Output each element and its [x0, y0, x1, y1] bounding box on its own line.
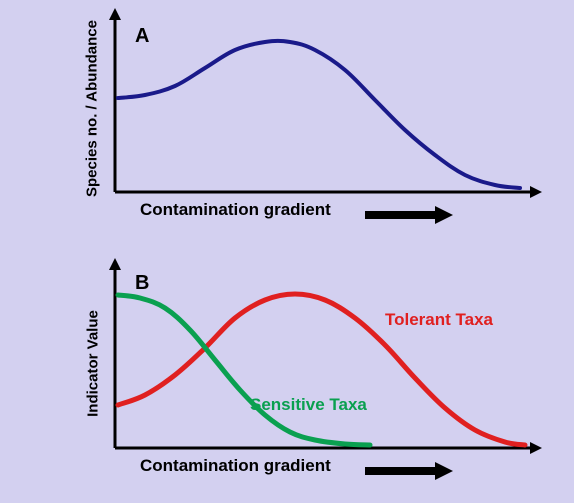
chart-b-panel-label: B: [135, 272, 149, 295]
tolerant-taxa-label: Tolerant Taxa: [385, 310, 493, 330]
chart-a-y-label: Species no. / Abundance: [84, 9, 101, 209]
chart-b-y-label: Indicator Value: [85, 289, 102, 439]
sensitive-taxa-label: Sensitive Taxa: [250, 395, 367, 415]
chart-a-panel-label: A: [135, 25, 149, 48]
chart-a-x-label: Contamination gradient: [140, 200, 331, 220]
chart-b-x-label: Contamination gradient: [140, 456, 331, 476]
